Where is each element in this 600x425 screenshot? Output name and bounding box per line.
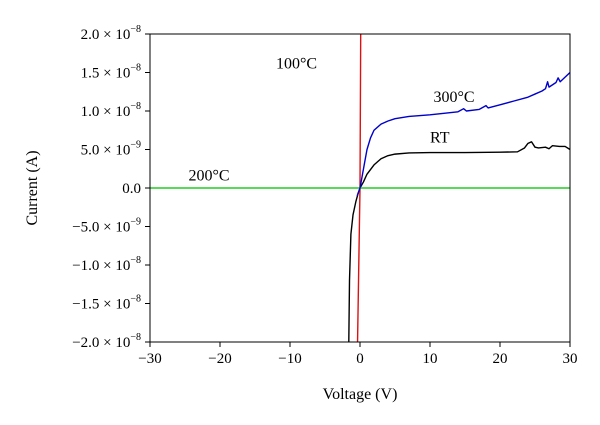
x-tick-label: 20 — [493, 351, 508, 367]
annotation-300c: 300°C — [434, 89, 475, 106]
annotation-100c: 100°C — [276, 56, 317, 73]
x-tick-label: −30 — [138, 351, 161, 367]
series-line-300c — [356, 71, 570, 196]
plot-lines — [150, 34, 570, 342]
y-tick-label: −5.0 × 10−9 — [72, 217, 141, 236]
y-axis-ticks: 2.0 × 10−8 1.5 × 10−8 1.0 × 10−8 5.0 × 10−9… — [72, 24, 150, 351]
y-tick-label: −1.5 × 10−8 — [72, 294, 141, 313]
x-tick-label: −10 — [278, 351, 301, 367]
series-line-rt — [348, 141, 570, 342]
x-tick-label: 30 — [563, 351, 578, 367]
x-tick-label: −20 — [208, 351, 231, 367]
y-tick-label: 1.5 × 10−8 — [81, 63, 141, 82]
annotation-200c: 200°C — [189, 167, 230, 184]
x-axis-title: Voltage (V) — [323, 386, 398, 403]
y-tick-label: 1.0 × 10−8 — [81, 101, 141, 120]
x-axis-ticks: −30 −20 −10 0 10 20 30 — [138, 342, 578, 367]
y-tick-label: −1.0 × 10−8 — [72, 255, 141, 274]
y-axis-title: Current (A) — [24, 150, 41, 225]
annotations: 100°C 300°C RT 200°C — [189, 56, 475, 185]
y-tick-label: 0.0 — [122, 181, 141, 197]
x-tick-label: 0 — [356, 351, 364, 367]
y-tick-label: −2.0 × 10−8 — [72, 332, 141, 351]
x-tick-label: 10 — [423, 351, 438, 367]
y-tick-label: 2.0 × 10−8 — [81, 24, 141, 43]
y-tick-label: 5.0 × 10−9 — [81, 140, 141, 159]
annotation-rt: RT — [430, 130, 450, 147]
